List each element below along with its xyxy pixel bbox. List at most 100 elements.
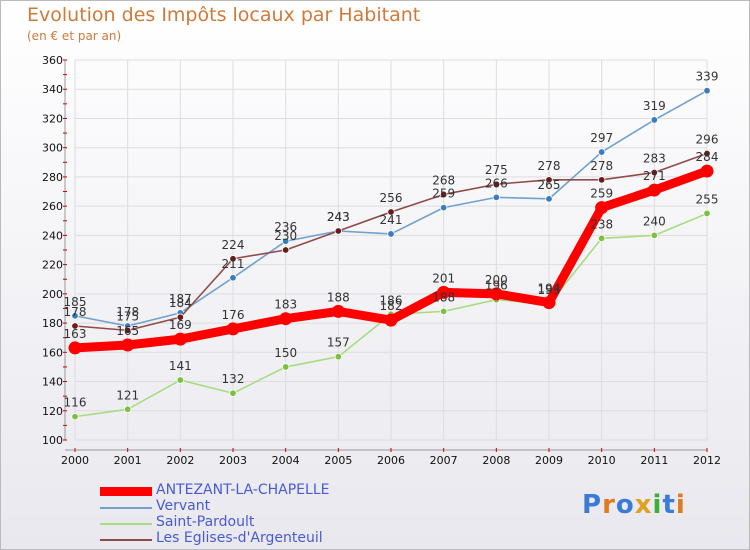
data-label: 176 bbox=[222, 308, 245, 322]
y-tick-label: 220 bbox=[42, 259, 63, 272]
data-label: 241 bbox=[380, 213, 403, 227]
series-point bbox=[176, 313, 185, 321]
series-point bbox=[334, 227, 343, 235]
x-tick-label: 2008 bbox=[482, 454, 510, 467]
series-point bbox=[229, 255, 237, 263]
data-label: 187 bbox=[169, 292, 192, 306]
data-label: 297 bbox=[590, 131, 613, 145]
x-tick-label: 2001 bbox=[114, 454, 142, 467]
data-label: 194 bbox=[538, 282, 561, 296]
data-label: 238 bbox=[590, 217, 613, 231]
legend-label: Saint-Pardoult bbox=[156, 514, 255, 530]
x-tick-label: 2004 bbox=[272, 454, 300, 467]
data-label: 163 bbox=[64, 327, 87, 341]
legend-swatch bbox=[100, 507, 152, 509]
data-label: 266 bbox=[485, 176, 508, 190]
data-label: 259 bbox=[432, 187, 455, 201]
y-tick-label: 340 bbox=[42, 83, 63, 96]
y-tick-label: 140 bbox=[42, 376, 63, 389]
series-point bbox=[71, 312, 79, 320]
series-point bbox=[173, 332, 187, 346]
data-label: 296 bbox=[696, 133, 719, 147]
x-axis: 2000 2001 2002 2003 2004 2005 2006 2007 2008 2009… bbox=[61, 448, 721, 467]
data-labels: 163 165 169 176 183 188 182 201 200 194 259 271 284 1… bbox=[64, 70, 719, 410]
series-point bbox=[597, 176, 606, 184]
x-tick-label: 2002 bbox=[166, 454, 194, 467]
data-label: 183 bbox=[274, 298, 297, 312]
data-label: 157 bbox=[327, 336, 350, 350]
series-point bbox=[647, 183, 661, 197]
y-tick-label: 160 bbox=[42, 346, 63, 359]
y-tick-label: 240 bbox=[42, 229, 63, 242]
data-label: 184 bbox=[169, 296, 192, 310]
data-label: 283 bbox=[643, 152, 666, 166]
series-point bbox=[650, 231, 659, 240]
series-point bbox=[384, 313, 398, 327]
data-label: 256 bbox=[380, 191, 403, 205]
data-label: 268 bbox=[432, 173, 455, 187]
data-label: 284 bbox=[696, 150, 719, 164]
series-point bbox=[334, 352, 343, 361]
data-label: 236 bbox=[274, 220, 297, 234]
data-label: 178 bbox=[116, 305, 139, 319]
data-label: 278 bbox=[538, 159, 561, 173]
series-point bbox=[597, 234, 606, 243]
data-label: 150 bbox=[274, 346, 297, 360]
data-label: 230 bbox=[274, 229, 297, 243]
series-point bbox=[387, 208, 395, 216]
series-point bbox=[123, 405, 132, 414]
y-tick-label: 300 bbox=[42, 142, 63, 155]
series-point bbox=[281, 246, 290, 254]
series-point bbox=[71, 322, 79, 330]
y-tick-label: 180 bbox=[42, 317, 63, 330]
x-tick-label: 2009 bbox=[535, 454, 563, 467]
series-point bbox=[437, 285, 451, 299]
x-tick-label: 2000 bbox=[61, 454, 89, 467]
legend-swatch bbox=[100, 523, 152, 525]
series-point bbox=[489, 287, 503, 301]
series-point bbox=[597, 148, 606, 156]
series-point bbox=[545, 176, 553, 184]
data-label: 121 bbox=[116, 388, 139, 402]
series-point bbox=[439, 190, 448, 199]
data-label: 169 bbox=[169, 318, 192, 332]
series-point bbox=[281, 237, 290, 245]
data-label: 178 bbox=[64, 305, 87, 319]
data-label: 132 bbox=[222, 372, 245, 386]
data-label: 275 bbox=[485, 163, 508, 177]
series-point bbox=[71, 412, 79, 421]
data-label: 339 bbox=[696, 70, 719, 84]
legend-label: Les Eglises-d'Argenteuil bbox=[156, 530, 323, 546]
data-label: 175 bbox=[116, 309, 139, 323]
series-point bbox=[703, 209, 711, 218]
series-point bbox=[229, 274, 237, 282]
y-tick-label: 280 bbox=[42, 171, 63, 184]
data-label: 243 bbox=[327, 210, 350, 224]
series-point bbox=[650, 168, 659, 177]
series-point bbox=[331, 304, 345, 318]
series-point bbox=[121, 338, 135, 352]
data-label: 240 bbox=[643, 214, 666, 228]
grid bbox=[74, 59, 708, 441]
x-tick-label: 2010 bbox=[588, 454, 616, 467]
proxiti-logo: Proxiti bbox=[582, 490, 686, 520]
series-point bbox=[439, 307, 448, 316]
data-label: 259 bbox=[590, 187, 613, 201]
series-point bbox=[545, 195, 553, 203]
legend-swatch bbox=[100, 487, 152, 496]
series-point bbox=[492, 193, 501, 202]
data-label: 201 bbox=[432, 271, 455, 285]
y-tick-label: 260 bbox=[42, 200, 63, 213]
legend-label: Vervant bbox=[156, 498, 211, 514]
series-point bbox=[123, 326, 132, 335]
series-point bbox=[542, 296, 556, 310]
series-point bbox=[703, 86, 711, 95]
y-axis: 100 120 140 160 180 200 220 240 260 280 300 320 340 3… bbox=[42, 54, 67, 447]
x-tick-label: 2012 bbox=[693, 454, 721, 467]
data-label: 319 bbox=[643, 99, 666, 113]
legend-label: ANTEZANT-LA-CHAPELLE bbox=[156, 482, 330, 498]
series-point bbox=[650, 116, 659, 124]
y-tick-label: 120 bbox=[42, 405, 63, 418]
